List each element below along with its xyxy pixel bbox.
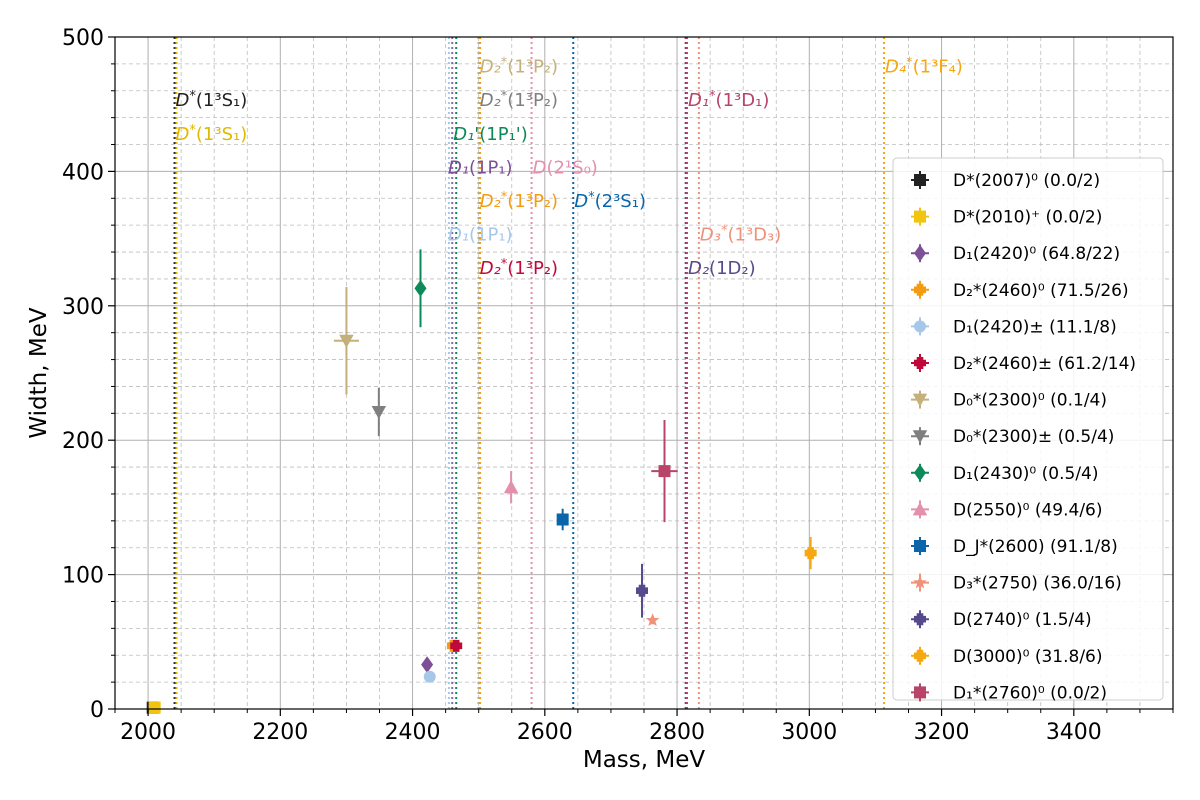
legend-frame — [892, 157, 1164, 701]
x-axis-label: Mass, MeV — [583, 747, 706, 773]
annotation-label: D₄*(1³F₄) — [885, 56, 963, 78]
legend-label: D₀*(2300)± (0.5/4) — [953, 427, 1114, 447]
y-tick-label: 400 — [62, 160, 104, 185]
legend-marker — [912, 393, 928, 407]
x-tick-label: 3200 — [914, 720, 970, 745]
legend-marker — [914, 464, 926, 482]
data-point — [645, 613, 660, 627]
state-annotations: D*(1³S₁) D*(1³S₁) D₂*(1³P₂) D₂*(1³P₂) D₁'(1P… — [176, 56, 963, 280]
data-point — [503, 480, 519, 494]
legend-marker — [912, 430, 928, 444]
data-point — [636, 584, 649, 597]
annotation-label: D₁*(1³D₁) — [688, 89, 769, 111]
annotation-label: D₂*(1³P₂) — [480, 56, 558, 78]
annotation-label: D*(1³S₁) — [176, 123, 248, 145]
y-tick-label: 200 — [62, 429, 104, 454]
legend-label: D₁(2420)⁰ (64.8/22) — [953, 244, 1120, 264]
legend-marker — [914, 357, 926, 370]
legend-label: D₀*(2300)⁰ (0.1/4) — [953, 391, 1107, 411]
legend: D*(2007)⁰ (0.0/2) D*(2010)⁺ (0.0/2) D₁(242… — [892, 157, 1164, 703]
prediction-lines — [173, 37, 886, 709]
annotation-label: D₁(1P₁) — [448, 225, 513, 246]
legend-label: D*(2010)⁺ (0.0/2) — [953, 208, 1102, 228]
legend-label: D₂*(2460)⁰ (71.5/26) — [953, 281, 1129, 301]
legend-label: D₂*(2460)± (61.2/14) — [953, 354, 1136, 374]
data-point — [148, 701, 161, 714]
annotation-label: D₂*(1³P₂) — [480, 89, 558, 111]
axis-ticks: 2000 2200 2400 2600 2800 3000 3200 3400 0 100 200 3… — [62, 26, 1174, 745]
legend-marker — [914, 540, 926, 552]
x-tick-label: 2800 — [649, 720, 705, 745]
legend-label: D*(2007)⁰ (0.0/2) — [953, 171, 1100, 191]
legend-marker — [914, 613, 926, 626]
legend-label: D(2550)⁰ (49.4/6) — [953, 500, 1103, 520]
legend-label: D(3000)⁰ (31.8/6) — [953, 647, 1103, 667]
legend-label: D₁*(2760)⁰ (0.0/2) — [953, 683, 1107, 703]
legend-marker — [912, 502, 928, 516]
legend-label: D₁(2420)± (11.1/8) — [953, 317, 1117, 337]
legend-label: D₁(2430)⁰ (0.5/4) — [953, 464, 1099, 484]
data-point — [804, 547, 817, 560]
annotation-label: D₂(1D₂) — [688, 258, 756, 279]
y-tick-label: 300 — [62, 295, 104, 320]
x-tick-label: 2400 — [385, 720, 441, 745]
x-tick-label: 3000 — [781, 720, 837, 745]
data-point — [414, 279, 427, 297]
legend-marker — [914, 283, 926, 296]
legend-marker — [914, 649, 926, 662]
annotation-label: D₁(1P₁) — [448, 157, 513, 178]
x-tick-label: 2600 — [517, 720, 573, 745]
data-point — [658, 465, 671, 478]
annotation-label: D₁'(1P₁') — [453, 124, 528, 145]
legend-marker — [914, 320, 926, 333]
annotation-label: D₂*(1³P₂) — [480, 190, 558, 212]
y-tick-label: 0 — [90, 698, 104, 723]
annotation-label: D₃*(1³D₃) — [700, 224, 781, 246]
annotation-label: D*(1³S₁) — [176, 89, 248, 111]
annotation-label: D₂*(1³P₂) — [480, 257, 558, 279]
data-points — [146, 249, 817, 714]
data-point — [421, 656, 434, 674]
data-point — [339, 334, 354, 348]
data-point — [423, 670, 436, 683]
legend-marker — [914, 244, 926, 262]
x-tick-label: 2000 — [120, 720, 176, 745]
y-axis-label: Width, MeV — [26, 307, 52, 438]
annotation-label: D(2¹S₀) — [533, 157, 598, 178]
x-tick-label: 2200 — [252, 720, 308, 745]
data-point — [556, 513, 569, 526]
annotation-label: D*(2³S₁) — [574, 190, 646, 212]
x-tick-label: 3400 — [1046, 720, 1102, 745]
legend-marker — [914, 686, 926, 699]
legend-label: D_J*(2600) (91.1/8) — [953, 537, 1118, 557]
y-tick-label: 500 — [62, 26, 104, 51]
data-point — [371, 405, 387, 420]
legend-marker — [913, 575, 927, 589]
data-point — [450, 639, 463, 652]
legend-label: D(2740)⁰ (1.5/4) — [953, 610, 1092, 630]
legend-marker — [914, 210, 926, 223]
y-tick-label: 100 — [62, 564, 104, 589]
legend-marker — [914, 174, 926, 186]
legend-label: D₃*(2750) (36.0/16) — [953, 574, 1122, 594]
